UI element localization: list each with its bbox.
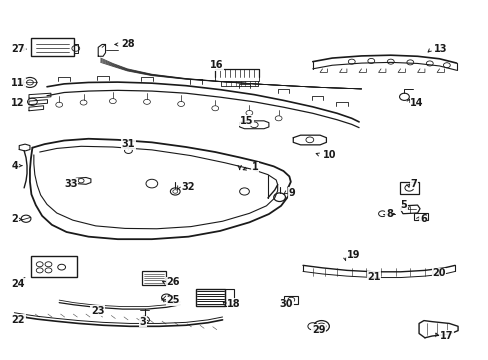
Text: 30: 30 <box>279 300 292 310</box>
Bar <box>31 256 77 277</box>
Bar <box>399 182 418 194</box>
Bar <box>31 38 74 56</box>
Text: 25: 25 <box>166 295 180 305</box>
Text: 14: 14 <box>409 98 423 108</box>
Text: 28: 28 <box>122 40 135 49</box>
Text: 8: 8 <box>385 209 392 219</box>
Text: 10: 10 <box>322 150 335 160</box>
Text: 32: 32 <box>181 182 194 192</box>
Text: 1: 1 <box>251 162 258 172</box>
Text: 18: 18 <box>227 299 241 309</box>
Text: 22: 22 <box>11 315 25 325</box>
Text: 26: 26 <box>166 277 180 287</box>
Bar <box>142 271 165 285</box>
Text: 33: 33 <box>64 179 78 189</box>
Text: 19: 19 <box>346 250 360 260</box>
Text: 20: 20 <box>431 268 445 278</box>
Text: 3: 3 <box>140 317 146 327</box>
Text: 29: 29 <box>311 325 325 334</box>
Text: 21: 21 <box>366 272 380 282</box>
Text: 9: 9 <box>288 188 295 198</box>
Text: 16: 16 <box>210 60 224 70</box>
Bar <box>195 289 224 306</box>
Bar <box>413 213 427 220</box>
Text: 4: 4 <box>11 161 18 171</box>
Text: 2: 2 <box>11 215 18 224</box>
Text: 24: 24 <box>11 279 25 289</box>
Text: 17: 17 <box>439 331 452 341</box>
Text: 7: 7 <box>409 179 416 189</box>
Text: 6: 6 <box>419 215 426 224</box>
Text: 5: 5 <box>400 200 407 210</box>
Bar <box>224 289 233 306</box>
Text: 11: 11 <box>11 78 25 88</box>
Text: 31: 31 <box>122 139 135 149</box>
Text: 23: 23 <box>91 306 104 316</box>
Bar <box>284 296 298 304</box>
Text: 27: 27 <box>11 44 25 54</box>
Text: 15: 15 <box>239 116 253 126</box>
Text: 12: 12 <box>11 98 25 108</box>
Text: 13: 13 <box>433 44 447 54</box>
